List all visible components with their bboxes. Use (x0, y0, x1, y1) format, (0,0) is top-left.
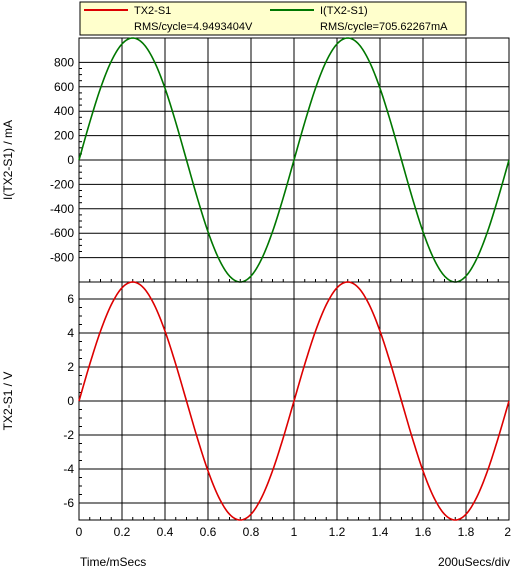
series-line (78, 281, 510, 521)
voltage-panel: -6 -4 -2 0 2 4 6 0 0.2 0.4 0.6 0.8 1 1.2 1.4 1.6 1.8 2 TX2… (1, 281, 511, 539)
y-tick-label: -400 (50, 202, 74, 216)
y-tick-label: 800 (54, 55, 74, 69)
legend-box (79, 1, 467, 36)
x-tick-label: 0.8 (243, 525, 260, 539)
legend: TX2-S1 RMS/cycle=4.9493404V I(TX2-S1) RM… (79, 1, 467, 36)
x-tick-label: 1.8 (458, 525, 475, 539)
legend-label-current: I(TX2-S1) (320, 5, 368, 17)
x-tick-label: 1 (291, 525, 298, 539)
y-tick-label: -800 (50, 251, 74, 265)
y-tick-label: -200 (50, 177, 74, 191)
legend-rms-voltage: RMS/cycle=4.9493404V (134, 21, 253, 33)
legend-label-voltage: TX2-S1 (134, 5, 171, 17)
y-tick-label: 600 (54, 80, 74, 94)
y-tick-label: -6 (63, 496, 74, 510)
y-tick-label: 4 (67, 326, 74, 340)
y-axis-label: TX2-S1 / V (1, 372, 15, 431)
y-tick-label: 400 (54, 104, 74, 118)
legend-rms-current: RMS/cycle=705.62267mA (320, 21, 448, 33)
y-tick-label: 6 (67, 292, 74, 306)
x-axis-label: Time/mSecs (80, 555, 146, 568)
x-tick-label: 0.2 (114, 525, 131, 539)
current-panel: -800 -600 -400 -200 0 200 400 600 800 I(TX2-S1) /… (1, 37, 510, 283)
x-tick-label: 1.6 (415, 525, 432, 539)
y-tick-label: 0 (67, 394, 74, 408)
y-tick-label: 2 (67, 360, 74, 374)
scale-label: 200uSecs/div (438, 555, 510, 568)
x-tick-label: 0 (76, 525, 83, 539)
y-tick-label: 0 (67, 153, 74, 167)
y-tick-label: -4 (63, 462, 74, 476)
y-tick-label: -600 (50, 226, 74, 240)
x-tick-label: 0.4 (157, 525, 174, 539)
x-tick-label: 0.6 (200, 525, 217, 539)
y-tick-label: -2 (63, 428, 74, 442)
x-tick-label: 1.4 (372, 525, 389, 539)
y-tick-label: 200 (54, 129, 74, 143)
x-tick-label: 2 (504, 525, 511, 539)
y-axis-label: I(TX2-S1) / mA (1, 120, 15, 200)
series-line (78, 37, 510, 283)
x-tick-label: 1.2 (329, 525, 346, 539)
